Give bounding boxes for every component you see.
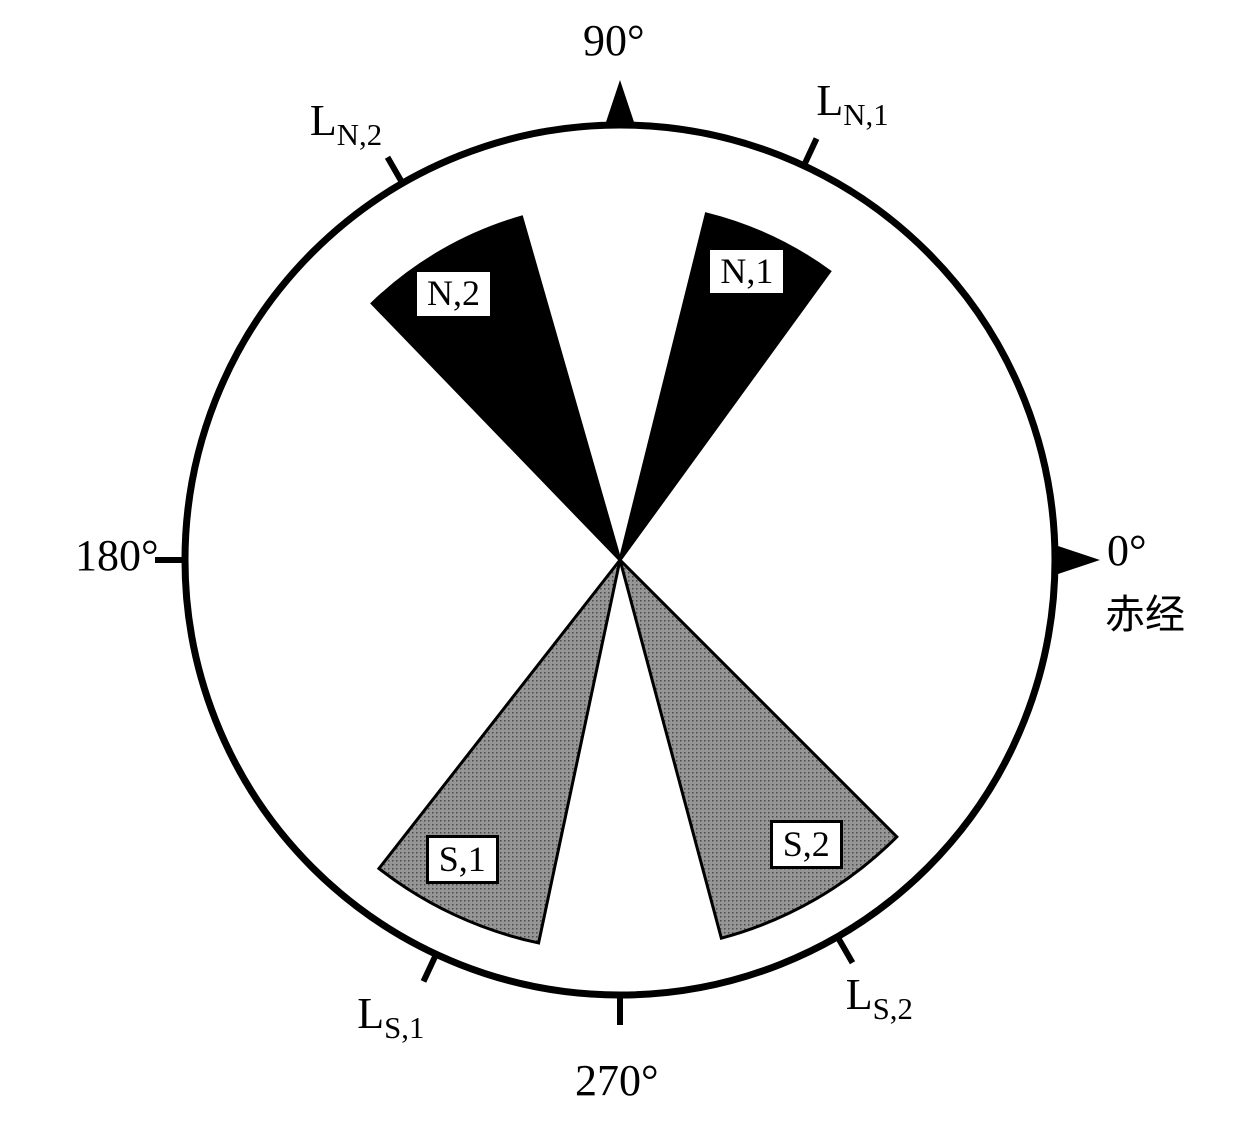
l-label: LN,2 <box>310 95 382 153</box>
l-tick <box>423 954 436 981</box>
sector-label-box: S,2 <box>770 820 843 870</box>
l-label: LS,2 <box>846 969 913 1027</box>
sector-label-box: N,2 <box>414 269 493 319</box>
sector-label-box: N,1 <box>707 247 786 297</box>
l-label: LS,1 <box>357 988 424 1046</box>
l-tick <box>804 139 817 166</box>
sector-S2 <box>620 560 897 938</box>
axis-arrow-head <box>1055 545 1100 575</box>
angle-label-0: 0° <box>1107 525 1147 576</box>
axis-sublabel: 赤经 <box>1105 582 1185 640</box>
l-tick <box>838 937 853 963</box>
l-tick <box>388 157 403 183</box>
angle-label-270: 270° <box>575 1055 659 1106</box>
angle-label-180: 180° <box>75 530 159 581</box>
sector-S1 <box>379 560 620 943</box>
sector-label-box: S,1 <box>426 835 499 885</box>
l-label: LN,1 <box>816 75 888 133</box>
angle-label-90: 90° <box>583 15 645 66</box>
axis-arrow-head <box>605 80 635 125</box>
sector-N2 <box>372 217 620 560</box>
polar-diagram <box>0 0 1240 1129</box>
